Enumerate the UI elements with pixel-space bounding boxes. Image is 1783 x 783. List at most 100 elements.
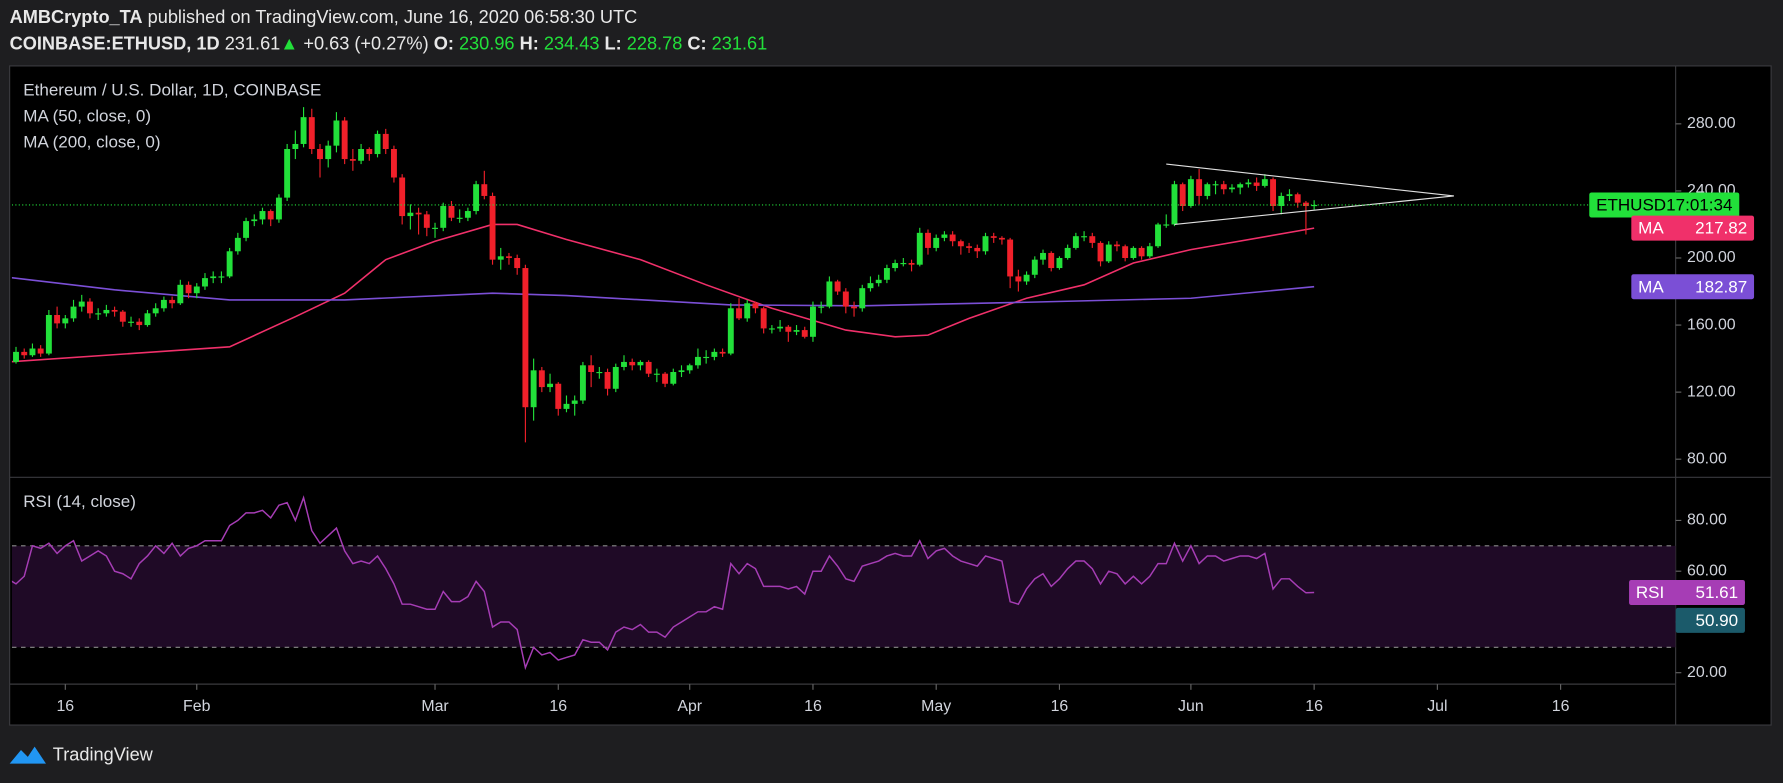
candle-body — [13, 351, 19, 362]
candle-body — [933, 237, 940, 248]
candle-body — [514, 257, 521, 269]
candle-body — [407, 212, 414, 217]
candle-body — [128, 321, 134, 323]
y-tick-label: 20.00 — [1687, 664, 1727, 681]
candle-body — [752, 303, 759, 309]
candle-body — [851, 306, 857, 309]
candle-body — [37, 348, 44, 354]
candle-body — [1171, 184, 1178, 225]
high: 234.43 — [544, 33, 600, 53]
candle-body — [349, 159, 356, 161]
candle-body — [399, 177, 406, 217]
candle-body — [711, 351, 718, 357]
candle-body — [169, 299, 176, 304]
candle-body — [957, 241, 964, 247]
change-arrow: ▲ — [280, 33, 298, 53]
candle-body — [275, 197, 282, 220]
candle-body — [530, 370, 537, 408]
candle-body — [1253, 182, 1260, 186]
moving-average — [11, 223, 1315, 363]
price-tag-name: MA — [1638, 219, 1664, 238]
price-tag-box — [1631, 274, 1755, 300]
author: AMBCrypto_TA — [10, 7, 143, 27]
candle-body — [119, 311, 126, 322]
candle-body — [949, 234, 956, 242]
candle-body — [267, 211, 274, 220]
candle-body — [801, 330, 808, 337]
y-tick-label: 120.00 — [1687, 383, 1736, 400]
price-tag-box — [1675, 607, 1745, 633]
candle-body — [842, 291, 849, 307]
low: 228.78 — [627, 33, 683, 53]
candle-body — [1302, 202, 1309, 207]
candle-body — [1245, 182, 1252, 185]
candle-body — [596, 372, 603, 374]
candle-body — [473, 184, 480, 212]
candle-body — [538, 370, 545, 388]
candle-body — [1229, 187, 1235, 190]
candle-body — [251, 219, 258, 222]
candle-body — [760, 308, 767, 329]
y-tick-label: 80.00 — [1687, 450, 1727, 467]
ohlc-label: O: — [434, 33, 454, 53]
candle-body — [160, 299, 167, 309]
candle-body — [1097, 242, 1104, 262]
candle-body — [793, 330, 800, 332]
candle-body — [678, 370, 685, 373]
candle-body — [867, 283, 874, 289]
pane-title: Ethereum / U.S. Dollar, 1D, COINBASE — [23, 80, 321, 99]
x-tick-label: 16 — [1051, 698, 1069, 715]
candle-body — [998, 237, 1005, 240]
x-tick-label: May — [921, 698, 951, 715]
candle-body — [908, 263, 915, 265]
candle-body — [1261, 179, 1268, 186]
candle-body — [629, 361, 636, 366]
candle-body — [210, 276, 217, 279]
candle-body — [62, 318, 69, 324]
header-line-2: COINBASE:ETHUSD, 1D 231.61▲ +0.63 (+0.27… — [10, 33, 768, 53]
candle-body — [966, 246, 973, 248]
candle-body — [144, 313, 151, 326]
candle-body — [916, 232, 923, 265]
candle-body — [925, 232, 931, 248]
candle-body — [810, 306, 816, 337]
candle-body — [185, 284, 192, 294]
candle-body — [111, 309, 118, 312]
candle-body — [177, 284, 184, 304]
candle-body — [1089, 236, 1096, 243]
candle-body — [1031, 259, 1038, 275]
header-line-1: AMBCrypto_TA published on TradingView.co… — [10, 7, 638, 27]
close: 231.61 — [712, 33, 768, 53]
price-tag-value: 182.87 — [1695, 277, 1747, 296]
candle-body — [432, 227, 438, 229]
candle-body — [87, 301, 93, 314]
rsi-pane — [11, 495, 1676, 671]
candle-body — [1237, 184, 1244, 188]
candle-body — [1155, 224, 1161, 247]
x-tick-label: 16 — [1552, 698, 1570, 715]
candle-body — [875, 279, 882, 284]
candle-body — [45, 314, 52, 354]
candle-body — [440, 206, 447, 228]
candle-body — [571, 400, 578, 404]
candle-body — [883, 268, 890, 280]
x-tick-label: Apr — [677, 698, 702, 715]
candle-body — [423, 214, 430, 228]
candle-body — [1220, 184, 1227, 190]
candle-body — [481, 184, 488, 196]
candle-body — [1311, 204, 1318, 207]
price-tag-box — [1629, 579, 1745, 605]
candle-body — [341, 120, 348, 160]
candle-body — [366, 149, 373, 155]
candle-body — [308, 117, 315, 150]
candle-body — [374, 133, 381, 155]
candle-body — [78, 301, 85, 307]
candle-body — [103, 309, 110, 314]
candle-body — [292, 143, 299, 150]
candle-body — [826, 281, 833, 307]
candle-body — [218, 276, 225, 278]
price-tag-value: 51.61 — [1696, 583, 1739, 602]
candle-body — [1081, 236, 1088, 238]
price-tag-value: 50.90 — [1696, 611, 1739, 630]
candle-body — [358, 149, 365, 161]
